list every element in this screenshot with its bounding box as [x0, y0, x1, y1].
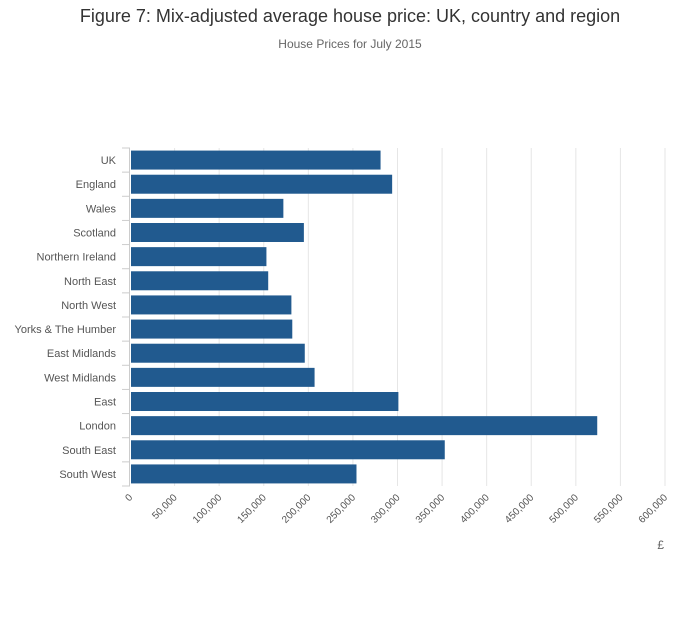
- y-tick-label: Northern Ireland: [37, 252, 117, 264]
- y-tick-label: Yorks & The Humber: [15, 324, 117, 336]
- y-tick-label: England: [76, 179, 116, 191]
- y-tick-label: North East: [64, 276, 116, 288]
- bar[interactable]: [131, 247, 267, 267]
- bar[interactable]: [131, 367, 315, 387]
- x-tick-label: 500,000: [548, 492, 582, 526]
- bar[interactable]: [131, 319, 293, 339]
- bar[interactable]: [131, 150, 381, 170]
- bar[interactable]: [131, 464, 357, 484]
- y-tick-label: UK: [101, 155, 117, 167]
- x-tick-label: 550,000: [592, 492, 626, 526]
- x-tick-label: 300,000: [369, 492, 403, 526]
- chart-title: Figure 7: Mix-adjusted average house pri…: [79, 6, 621, 26]
- grid-lines: [174, 148, 666, 486]
- x-tick-label: 150,000: [236, 492, 270, 526]
- bar[interactable]: [131, 223, 304, 242]
- bar[interactable]: [131, 440, 445, 460]
- x-tick-label: 400,000: [458, 492, 492, 526]
- chart-subtitle: House Prices for July 2015: [278, 37, 422, 51]
- y-tick-label: East: [94, 397, 116, 409]
- bar[interactable]: [131, 174, 393, 194]
- y-tick-label: Scotland: [73, 228, 116, 240]
- x-axis-label: £: [657, 538, 664, 552]
- x-tick-label: 600,000: [637, 492, 671, 526]
- y-tick-label: North West: [61, 300, 116, 312]
- y-tick-label: Wales: [86, 203, 117, 215]
- y-tick-label: South West: [59, 469, 116, 481]
- y-tick-label: West Midlands: [44, 372, 116, 384]
- bar[interactable]: [131, 198, 284, 218]
- y-tick-label: London: [79, 421, 116, 433]
- y-tick-label: South East: [62, 445, 116, 457]
- x-tick-label: 200,000: [280, 492, 314, 526]
- bar[interactable]: [131, 295, 292, 315]
- x-tick-label: 50,000: [150, 492, 180, 522]
- x-tick-label: 350,000: [414, 492, 448, 526]
- x-axis: 0 50,000 100,000 150,000 200,000 250,000 300,0…: [123, 492, 670, 526]
- bar[interactable]: [131, 392, 399, 411]
- x-tick-label: 250,000: [325, 492, 359, 526]
- y-tick-label: East Midlands: [47, 348, 117, 360]
- bar[interactable]: [131, 343, 305, 363]
- bar[interactable]: [131, 271, 269, 291]
- bar[interactable]: [131, 416, 598, 436]
- bars: [131, 150, 598, 484]
- y-axis: UK England Wales Scotland Northern Ireland No…: [15, 147, 130, 487]
- x-tick-label: 450,000: [503, 492, 537, 526]
- x-tick-label: 100,000: [191, 492, 225, 526]
- x-tick-label: 0: [123, 492, 135, 504]
